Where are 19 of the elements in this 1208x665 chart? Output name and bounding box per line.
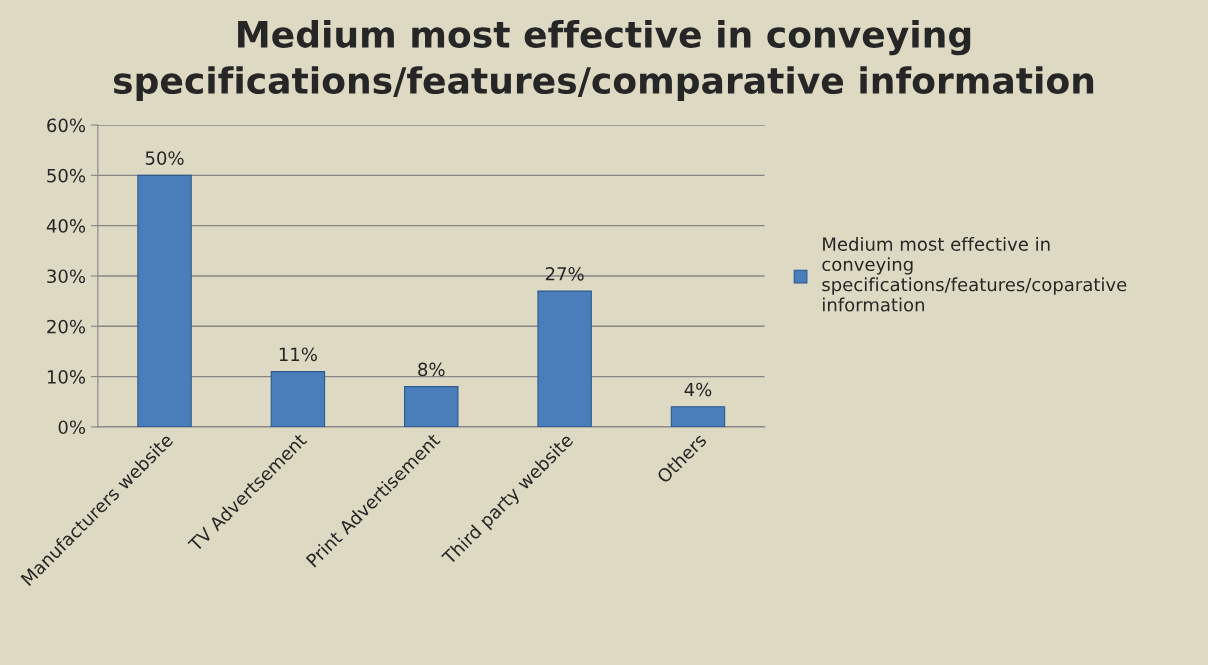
data-label: 8% xyxy=(418,362,445,377)
bar xyxy=(670,406,726,427)
y-tick-label: 50% xyxy=(47,168,86,183)
data-label: 4% xyxy=(684,382,712,397)
y-tick-label: 0% xyxy=(58,420,86,435)
y-tick-label: 60% xyxy=(47,118,86,133)
data-label: 11% xyxy=(279,347,317,362)
bar xyxy=(270,371,326,427)
data-label: 27% xyxy=(545,266,584,281)
y-tick-label: 10% xyxy=(47,370,86,384)
data-label: 50% xyxy=(145,151,184,165)
chart-title: Medium most effective in conveying specifications/features/comparative information xyxy=(113,19,1094,102)
y-tick-label: 40% xyxy=(46,219,86,233)
legend-label: Medium most effective in conveying specifications/features/coparative information xyxy=(822,236,1127,312)
bar xyxy=(137,174,192,427)
y-tick-label: 30% xyxy=(47,269,86,284)
bar xyxy=(537,290,592,427)
bar xyxy=(404,386,459,427)
y-tick-label: 20% xyxy=(47,319,86,334)
